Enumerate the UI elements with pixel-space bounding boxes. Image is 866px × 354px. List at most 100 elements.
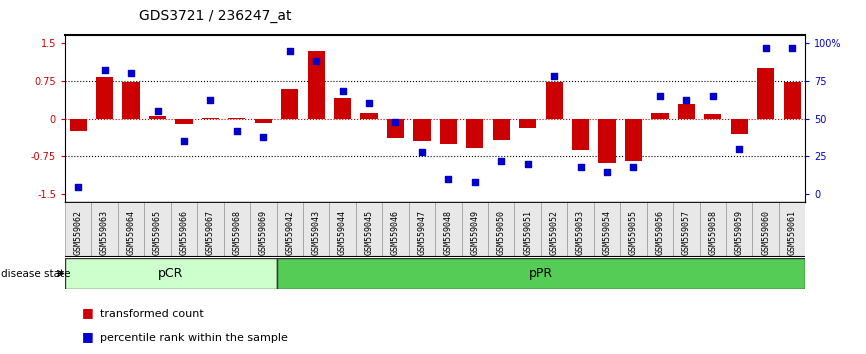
Text: GSM559049: GSM559049 [470, 210, 479, 255]
FancyBboxPatch shape [753, 202, 779, 257]
Point [71, 184, 85, 189]
FancyBboxPatch shape [65, 202, 92, 257]
Text: GSM559050: GSM559050 [497, 210, 506, 255]
Text: GSM559056: GSM559056 [656, 210, 664, 255]
Text: GSM559045: GSM559045 [365, 210, 373, 255]
Text: ■: ■ [82, 306, 94, 319]
Bar [757, 68, 774, 119]
FancyBboxPatch shape [620, 202, 647, 257]
Point [573, 164, 587, 170]
FancyBboxPatch shape [726, 202, 753, 257]
Text: GSM559052: GSM559052 [550, 210, 559, 255]
Bar [546, 82, 563, 119]
FancyBboxPatch shape [145, 202, 171, 257]
Text: GSM559057: GSM559057 [682, 210, 691, 255]
Point [177, 138, 191, 144]
Text: GSM559059: GSM559059 [734, 210, 744, 255]
Text: GSM559058: GSM559058 [708, 210, 717, 255]
Text: GSM559044: GSM559044 [338, 210, 347, 255]
Bar [255, 119, 272, 122]
Point [229, 128, 243, 133]
Bar [704, 114, 721, 119]
Text: pPR: pPR [529, 267, 553, 280]
Point [362, 101, 376, 106]
FancyBboxPatch shape [409, 202, 435, 257]
Point [256, 134, 270, 139]
Point [733, 146, 746, 152]
Point [600, 169, 614, 175]
Text: GSM559054: GSM559054 [603, 210, 611, 255]
Bar [360, 113, 378, 119]
FancyBboxPatch shape [92, 202, 118, 257]
Point [653, 93, 667, 99]
FancyBboxPatch shape [514, 202, 541, 257]
Bar [387, 119, 404, 138]
Bar [784, 82, 801, 119]
Bar [334, 98, 352, 119]
Text: ■: ■ [82, 330, 94, 343]
Bar [625, 119, 642, 161]
Bar [598, 119, 616, 163]
Text: GSM559069: GSM559069 [259, 210, 268, 255]
Point [415, 149, 429, 155]
FancyBboxPatch shape [197, 202, 223, 257]
FancyBboxPatch shape [541, 202, 567, 257]
FancyBboxPatch shape [223, 202, 250, 257]
Point [759, 45, 772, 50]
FancyBboxPatch shape [250, 202, 276, 257]
Text: pCR: pCR [158, 267, 184, 280]
Point [785, 45, 799, 50]
Text: GSM559068: GSM559068 [232, 210, 242, 255]
Point [283, 48, 297, 53]
Bar [69, 119, 87, 131]
Text: GDS3721 / 236247_at: GDS3721 / 236247_at [139, 9, 291, 23]
Bar [466, 119, 483, 148]
Bar [651, 113, 669, 119]
Point [468, 179, 481, 185]
Text: GSM559060: GSM559060 [761, 210, 770, 255]
Bar [413, 119, 430, 141]
FancyBboxPatch shape [276, 202, 303, 257]
Point [627, 164, 641, 170]
FancyBboxPatch shape [382, 202, 409, 257]
Bar [96, 77, 113, 119]
Point [98, 67, 112, 73]
FancyBboxPatch shape [303, 202, 329, 257]
Text: GSM559067: GSM559067 [206, 210, 215, 255]
FancyBboxPatch shape [673, 202, 700, 257]
Text: GSM559051: GSM559051 [523, 210, 533, 255]
FancyBboxPatch shape [435, 202, 462, 257]
Bar [281, 89, 298, 119]
FancyBboxPatch shape [171, 202, 197, 257]
Point [680, 98, 694, 103]
Point [706, 93, 720, 99]
Bar [519, 119, 536, 128]
FancyBboxPatch shape [700, 202, 726, 257]
FancyBboxPatch shape [779, 202, 805, 257]
Text: GSM559043: GSM559043 [312, 210, 320, 255]
FancyBboxPatch shape [488, 202, 514, 257]
Point [204, 98, 217, 103]
Bar [678, 104, 695, 119]
Bar [229, 118, 245, 119]
Text: GSM559055: GSM559055 [629, 210, 638, 255]
Bar [202, 118, 219, 119]
Text: GSM559065: GSM559065 [153, 210, 162, 255]
Text: GSM559047: GSM559047 [417, 210, 426, 255]
Text: GSM559042: GSM559042 [285, 210, 294, 255]
Point [442, 176, 456, 182]
FancyBboxPatch shape [594, 202, 620, 257]
Bar [307, 51, 325, 119]
Text: disease state: disease state [1, 269, 70, 279]
Bar [175, 119, 192, 124]
Text: transformed count: transformed count [100, 309, 204, 319]
FancyBboxPatch shape [276, 258, 805, 289]
Text: GSM559053: GSM559053 [576, 210, 585, 255]
FancyBboxPatch shape [356, 202, 382, 257]
Point [151, 108, 165, 114]
Text: GSM559062: GSM559062 [74, 210, 82, 255]
Point [336, 88, 350, 94]
FancyBboxPatch shape [647, 202, 673, 257]
Point [494, 158, 508, 164]
FancyBboxPatch shape [118, 202, 145, 257]
